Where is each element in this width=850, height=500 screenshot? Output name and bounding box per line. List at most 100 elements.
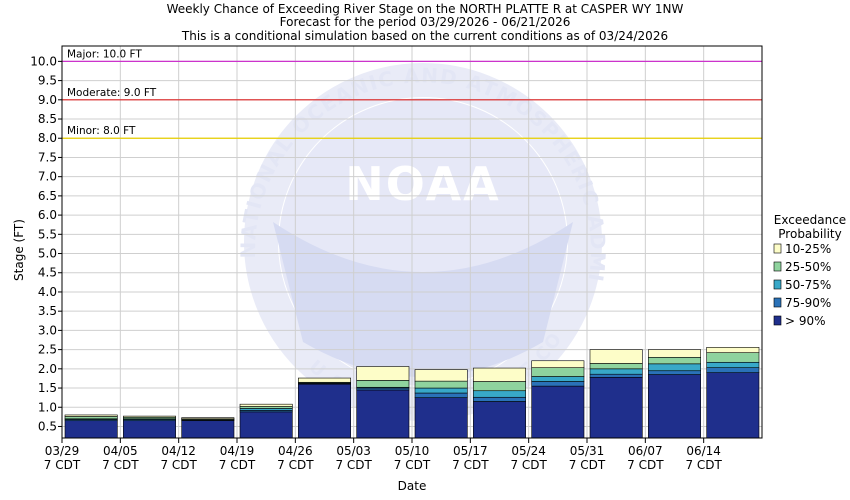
y-tick-label: 5.0 [38, 247, 57, 261]
x-tick-sublabel: 7 CDT [685, 458, 722, 472]
x-tick-label: 04/12 [161, 444, 196, 458]
bar-segment [531, 385, 585, 439]
bar-segment [298, 383, 351, 439]
y-tick-label: 5.5 [38, 227, 57, 241]
legend-title-line2: Probability [778, 227, 841, 241]
bar-segment [356, 389, 410, 439]
chart-title-group: Weekly Chance of Exceeding River Stage o… [167, 2, 684, 43]
bar-segment [589, 368, 643, 375]
bar-segment [473, 367, 526, 382]
bar-segment [589, 373, 643, 378]
bar-segment [531, 360, 585, 368]
bar-segment [64, 414, 118, 417]
y-tick-label: 4.0 [38, 285, 57, 299]
bar-segment [473, 390, 526, 398]
bar-segment [414, 392, 468, 398]
y-tick-label: 6.5 [38, 189, 57, 203]
bar-segment [706, 372, 760, 439]
y-tick-label: 7.0 [38, 170, 57, 184]
bar-segment [298, 377, 351, 383]
x-tick-label: 05/31 [570, 444, 605, 458]
x-tick-sublabel: 7 CDT [335, 458, 372, 472]
y-tick-label: 4.5 [38, 266, 57, 280]
gridlines [62, 46, 762, 438]
x-tick-label: 04/05 [103, 444, 138, 458]
bar-segment [414, 369, 468, 382]
legend-items: 10-25% 25-50% 50-75% 75-90% > 90% [773, 242, 831, 328]
bar-segment [473, 396, 526, 402]
bar-segment [414, 397, 468, 439]
x-tick-sublabel: 7 CDT [219, 458, 256, 472]
y-tick-label: 2.5 [38, 343, 57, 357]
legend-label: 25-50% [785, 260, 831, 274]
legend: Exceedance Probability 10-25% 25-50% 50-75… [773, 213, 846, 328]
legend-label: 75-90% [785, 296, 831, 310]
chart-subtitle-conditions: This is a conditional simulation based o… [181, 29, 668, 43]
bar-segment [414, 387, 468, 394]
y-tick-label: 2.0 [38, 362, 57, 376]
threshold-label: Moderate: 9.0 FT [67, 87, 157, 99]
y-tick-label: 7.5 [38, 150, 57, 164]
bar-segment [648, 349, 701, 358]
chart-subtitle-period: Forecast for the period 03/29/2026 - 06/… [280, 15, 571, 29]
bar-segment [648, 363, 701, 372]
bar-segment [239, 411, 293, 439]
y-tick-label: 1.5 [38, 381, 57, 395]
bar-segment [414, 380, 468, 389]
bar-segment [706, 361, 760, 368]
bar-segment [531, 376, 585, 382]
x-tick-sublabel: 7 CDT [44, 458, 81, 472]
legend-swatch [773, 297, 782, 308]
x-tick-label: 05/03 [336, 444, 371, 458]
bar-segment [181, 417, 235, 420]
legend-swatch [773, 279, 782, 290]
y-tick-label: 8.5 [38, 112, 57, 126]
watermark-noaa-text: NOAA [345, 157, 501, 211]
threshold-label: Minor: 8.0 FT [67, 125, 136, 137]
bar-segment [239, 403, 293, 407]
bar-segment [356, 366, 410, 381]
bar-stacks [64, 347, 760, 439]
y-tick-label: 10.0 [30, 54, 57, 68]
x-tick-sublabel: 7 CDT [277, 458, 314, 472]
bar-segment [473, 401, 526, 439]
bar-segment [181, 420, 235, 439]
y-axis-label: Stage (FT) [12, 219, 26, 281]
legend-swatch [773, 243, 782, 254]
x-tick-sublabel: 7 CDT [452, 458, 489, 472]
bar-segment [706, 352, 760, 363]
bar-segment [648, 374, 701, 439]
x-tick-label: 03/29 [45, 444, 80, 458]
x-tick-label: 04/26 [278, 444, 313, 458]
y-tick-label: 0.5 [38, 419, 57, 433]
bar-segment [589, 363, 643, 370]
bar-segment [648, 356, 701, 365]
bar-segment [123, 420, 176, 439]
bar-segment [473, 381, 526, 392]
x-tick-sublabel: 7 CDT [627, 458, 664, 472]
x-tick-sublabel: 7 CDT [569, 458, 606, 472]
bar-segment [531, 367, 585, 377]
y-tick-label: 9.5 [38, 74, 57, 88]
chart-title: Weekly Chance of Exceeding River Stage o… [167, 2, 684, 16]
x-tick-label: 05/10 [395, 444, 430, 458]
bar-segment [531, 381, 585, 387]
legend-label: 50-75% [785, 278, 831, 292]
x-tick-sublabel: 7 CDT [394, 458, 431, 472]
bar-segment [589, 349, 643, 364]
bar-segment [648, 370, 701, 375]
legend-label: 10-25% [785, 242, 831, 256]
x-axis-label: Date [398, 479, 427, 493]
y-tick-label: 6.0 [38, 208, 57, 222]
y-tick-label: 8.0 [38, 131, 57, 145]
y-tick-label: 3.0 [38, 323, 57, 337]
bar-segment [64, 420, 118, 439]
x-tick-label: 05/17 [453, 444, 488, 458]
bar-segment [706, 347, 760, 353]
x-tick-sublabel: 7 CDT [510, 458, 547, 472]
bar-segment [356, 380, 410, 388]
bar-segment [706, 367, 760, 373]
x-tick-label: 06/14 [686, 444, 721, 458]
